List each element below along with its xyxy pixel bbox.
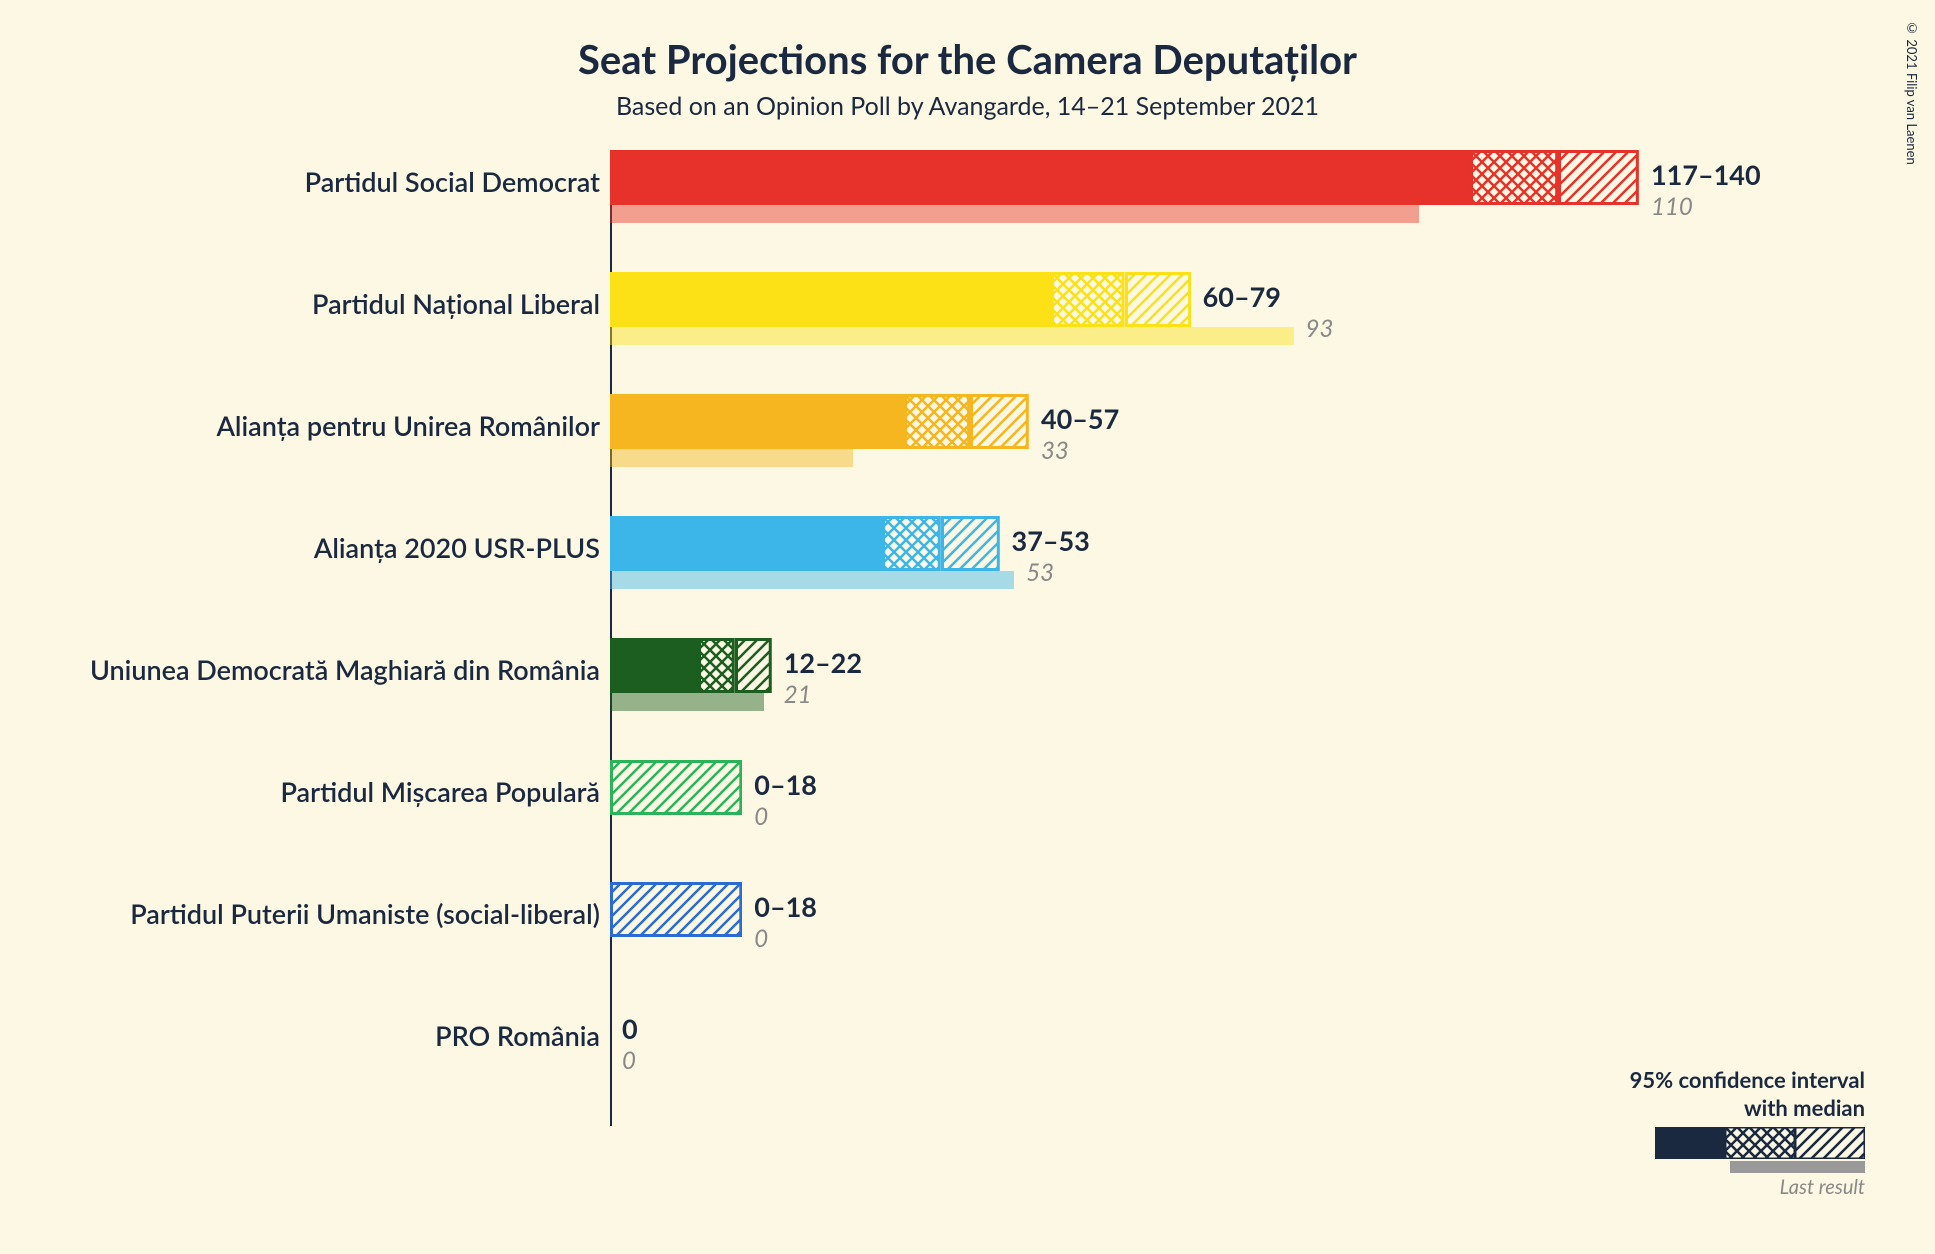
bar-crosshatch: [698, 638, 735, 693]
bar-crosshatch: [1470, 150, 1558, 205]
bar-crosshatch: [904, 394, 970, 449]
legend-line2: with median: [1744, 1094, 1865, 1121]
value-last: 53: [1026, 558, 1054, 587]
value-last: 0: [622, 1046, 636, 1075]
value-range: 117–140: [1651, 158, 1761, 191]
value-last: 110: [1651, 192, 1693, 221]
value-last: 93: [1306, 314, 1334, 343]
bar-last-result: [610, 693, 764, 711]
bar-crosshatch: [882, 516, 941, 571]
value-range: 12–22: [784, 646, 862, 679]
party-label: PRO România: [10, 1019, 600, 1052]
chart-title: Seat Projections for the Camera Deputați…: [0, 0, 1935, 83]
party-label: Partidul Puterii Umaniste (social-libera…: [10, 897, 600, 930]
party-label: Partidul Social Democrat: [10, 165, 600, 198]
value-range: 0: [622, 1012, 638, 1045]
party-label: Uniunea Democrată Maghiară din România: [10, 653, 600, 686]
bar-last-result: [610, 327, 1294, 345]
bar-solid: [610, 150, 1470, 205]
bar-last-result: [610, 449, 853, 467]
bar-solid: [610, 638, 698, 693]
bar-hatch: [610, 760, 742, 815]
party-label: Partidul Mișcarea Populară: [10, 775, 600, 808]
bar-hatch: [610, 882, 742, 937]
bar-hatch: [1558, 150, 1639, 205]
value-last: 33: [1041, 436, 1069, 465]
value-range: 40–57: [1041, 402, 1119, 435]
legend-last-label: Last result: [1630, 1175, 1865, 1199]
chart-subtitle: Based on an Opinion Poll by Avangarde, 1…: [0, 91, 1935, 121]
legend-hatch: [1795, 1127, 1865, 1159]
legend-title: 95% confidence interval with median: [1630, 1066, 1865, 1121]
bar-hatch: [1125, 272, 1191, 327]
credit-text: © 2021 Filip van Laenen: [1904, 20, 1920, 165]
party-label: Alianța 2020 USR-PLUS: [10, 531, 600, 564]
bar-solid: [610, 394, 904, 449]
legend-cross: [1725, 1127, 1795, 1159]
value-range: 0–18: [754, 890, 817, 923]
party-label: Partidul Național Liberal: [10, 287, 600, 320]
legend: 95% confidence interval with median Last…: [1630, 1066, 1865, 1199]
value-range: 60–79: [1203, 280, 1281, 313]
bar-last-result: [610, 205, 1419, 223]
bar-solid: [610, 516, 882, 571]
value-last: 0: [754, 924, 768, 953]
value-range: 37–53: [1012, 524, 1090, 557]
legend-last-bar: [1730, 1161, 1865, 1173]
value-last: 0: [754, 802, 768, 831]
bar-hatch: [735, 638, 772, 693]
value-range: 0–18: [754, 768, 817, 801]
bar-hatch: [941, 516, 1000, 571]
value-last: 21: [784, 680, 812, 709]
legend-solid: [1655, 1127, 1725, 1159]
legend-line1: 95% confidence interval: [1630, 1066, 1865, 1093]
bar-last-result: [610, 571, 1014, 589]
bar-crosshatch: [1051, 272, 1125, 327]
chart-area: Partidul Social Democrat117–140110Partid…: [610, 150, 1810, 1170]
bar-hatch: [970, 394, 1029, 449]
legend-bars: [1630, 1127, 1865, 1159]
bar-solid: [610, 272, 1051, 327]
party-label: Alianța pentru Unirea Românilor: [10, 409, 600, 442]
